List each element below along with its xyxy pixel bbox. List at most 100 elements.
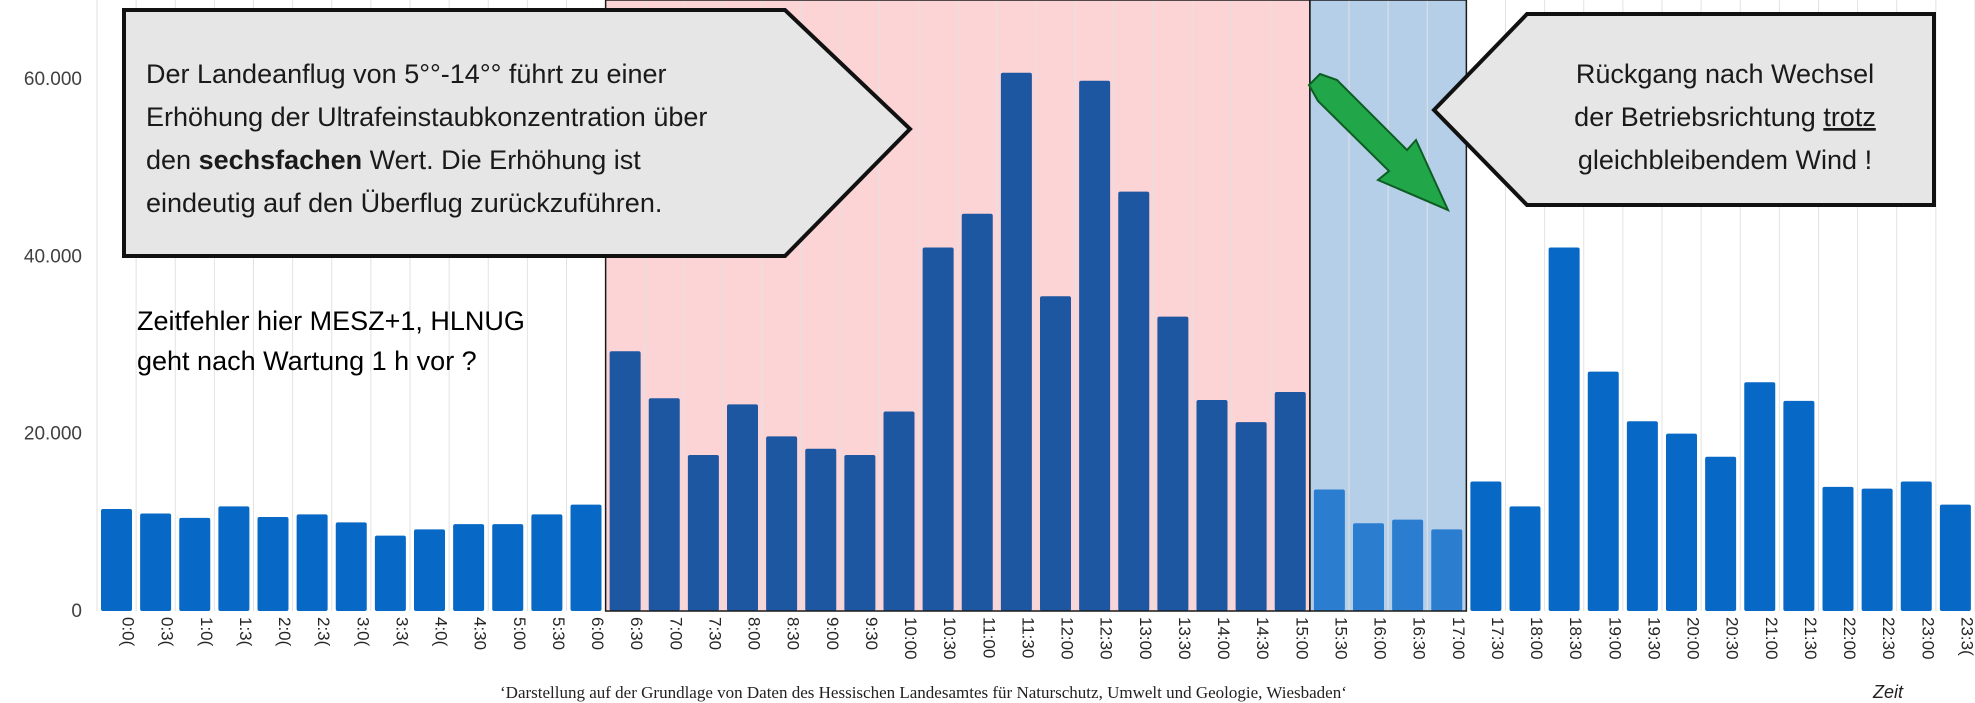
- x-tick-label: 13:30: [1175, 617, 1194, 660]
- bold-emphasis: sechsfachen: [199, 145, 363, 175]
- y-tick-label: 40.000: [24, 246, 82, 267]
- note-line: Zeitfehler hier MESZ+1, HLNUG: [137, 306, 525, 336]
- x-axis-label: Zeit: [1872, 682, 1904, 702]
- bar-18:00: [1509, 506, 1541, 611]
- x-tick-label: 15:30: [1331, 617, 1350, 660]
- bar-23:00: [1900, 481, 1932, 611]
- x-tick-label: 9:00: [823, 617, 842, 650]
- bar-21:00: [1744, 382, 1776, 611]
- bar-1:00: [179, 517, 211, 611]
- x-tick-label: 20:00: [1684, 617, 1703, 660]
- x-tick-label: 10:00: [901, 617, 920, 660]
- x-tick-label: 8:00: [745, 617, 764, 650]
- x-tick-label: 17:00: [1449, 617, 1468, 660]
- bar-19:00: [1587, 371, 1619, 611]
- bar-19:30: [1626, 421, 1658, 611]
- bar-15:30: [1313, 489, 1345, 611]
- bar-10:00: [883, 411, 915, 611]
- x-tick-label: 0:3(: [158, 617, 177, 647]
- bar-4:00: [414, 529, 445, 611]
- bar-8:00: [727, 404, 758, 611]
- x-tick-label: 21:00: [1762, 617, 1781, 660]
- bar-17:30: [1470, 481, 1502, 611]
- callout-span: eindeutig auf den Überflug zurückzuführe…: [146, 188, 662, 218]
- left-callout-text: Der Landeanflug von 5°°-14°° führt zu ei…: [146, 59, 707, 218]
- x-tick-label: 3:3(: [392, 617, 411, 647]
- callout-line: den sechsfachen Wert. Die Erhöhung ist: [146, 145, 641, 175]
- bar-3:00: [335, 522, 367, 611]
- note-line: geht nach Wartung 1 h vor ?: [137, 346, 477, 376]
- left-callout: Der Landeanflug von 5°°-14°° führt zu ei…: [122, 8, 913, 258]
- bar-22:00: [1822, 486, 1854, 611]
- callout-line: Erhöhung der Ultrafeinstaubkonzentration…: [146, 102, 707, 132]
- x-tick-label: 4:30: [471, 617, 490, 650]
- x-tick-label: 18:00: [1527, 617, 1546, 660]
- bar-0:00: [101, 509, 132, 611]
- bar-3:30: [374, 535, 406, 611]
- x-tick-label: 12:00: [1058, 617, 1077, 660]
- x-tick-label: 1:0(: [197, 617, 216, 647]
- y-tick-label: 0: [71, 601, 82, 622]
- bar-20:30: [1705, 456, 1737, 611]
- x-tick-label: 1:3(: [236, 617, 255, 647]
- callout-line: Rückgang nach Wechsel: [1576, 59, 1874, 89]
- callout-span: der Betriebsrichtung: [1574, 102, 1823, 132]
- left-callout-shape: [122, 8, 913, 258]
- x-tick-label: 8:30: [784, 617, 803, 650]
- bar-14:30: [1235, 422, 1267, 611]
- callout-span: den: [146, 145, 199, 175]
- callout-span: Rückgang nach Wechsel: [1576, 59, 1874, 89]
- x-tick-label: 6:00: [588, 617, 607, 650]
- underline-emphasis: trotz: [1823, 102, 1876, 132]
- bar-5:00: [492, 524, 524, 611]
- bar-6:00: [570, 504, 602, 611]
- x-tick-label: 19:30: [1644, 617, 1663, 660]
- x-tick-label: 14:00: [1214, 617, 1233, 660]
- right-callout-text: Rückgang nach Wechsel der Betriebsrichtun…: [1574, 59, 1876, 175]
- x-tick-label: 13:00: [1136, 617, 1155, 660]
- x-tick-label: 7:30: [705, 617, 724, 650]
- bar-7:00: [648, 398, 680, 611]
- bar-18:30: [1548, 247, 1580, 611]
- x-tick-label: 11:30: [1018, 617, 1037, 658]
- bar-1:30: [218, 506, 250, 611]
- x-tick-label: 20:30: [1723, 617, 1742, 660]
- bar-7:30: [687, 454, 719, 611]
- x-tick-label: 0:0(: [119, 617, 138, 647]
- bar-22:30: [1861, 488, 1893, 611]
- bar-13:30: [1157, 316, 1189, 611]
- x-tick-label: 17:30: [1488, 617, 1507, 660]
- bar-14:00: [1196, 399, 1228, 611]
- bar-20:00: [1666, 433, 1697, 611]
- x-axis-ticks: 0:0(0:3(1:0(1:3(2:0(2:3(3:0(3:3(4:0(4:30…: [119, 617, 1975, 660]
- callout-line: der Betriebsrichtung trotz: [1574, 102, 1876, 132]
- x-tick-label: 15:00: [1292, 617, 1311, 660]
- bar-16:30: [1392, 519, 1424, 611]
- green-arrow-icon: [1307, 72, 1450, 212]
- x-tick-label: 16:00: [1371, 617, 1390, 660]
- bar-15:00: [1274, 391, 1306, 611]
- time-error-note: Zeitfehler hier MESZ+1, HLNUG geht nach W…: [137, 306, 525, 376]
- bar-10:30: [922, 247, 954, 611]
- x-tick-label: 7:00: [666, 617, 685, 650]
- x-tick-label: 23:00: [1918, 617, 1937, 660]
- x-tick-label: 18:30: [1566, 617, 1585, 660]
- callout-span: Der Landeanflug von 5°°-14°° führt zu ei…: [146, 59, 667, 89]
- y-axis-ticks: 0 20.000 40.000 60.000: [24, 69, 82, 622]
- y-tick-label: 20.000: [24, 424, 82, 445]
- callout-line: eindeutig auf den Überflug zurückzuführe…: [146, 188, 662, 218]
- bar-17:00: [1431, 529, 1463, 611]
- x-tick-label: 22:30: [1879, 617, 1898, 660]
- bar-12:30: [1079, 80, 1111, 612]
- bar-12:00: [1040, 296, 1071, 611]
- callout-span: Erhöhung der Ultrafeinstaubkonzentration…: [146, 102, 707, 132]
- x-tick-label: 5:30: [549, 617, 568, 650]
- x-tick-label: 3:0(: [353, 617, 372, 647]
- bar-11:30: [1000, 72, 1032, 611]
- x-tick-label: 5:00: [510, 617, 529, 650]
- x-tick-label: 11:00: [979, 617, 998, 658]
- bar-11:00: [961, 213, 993, 612]
- bar-4:30: [453, 524, 485, 611]
- x-tick-label: 21:30: [1801, 617, 1820, 660]
